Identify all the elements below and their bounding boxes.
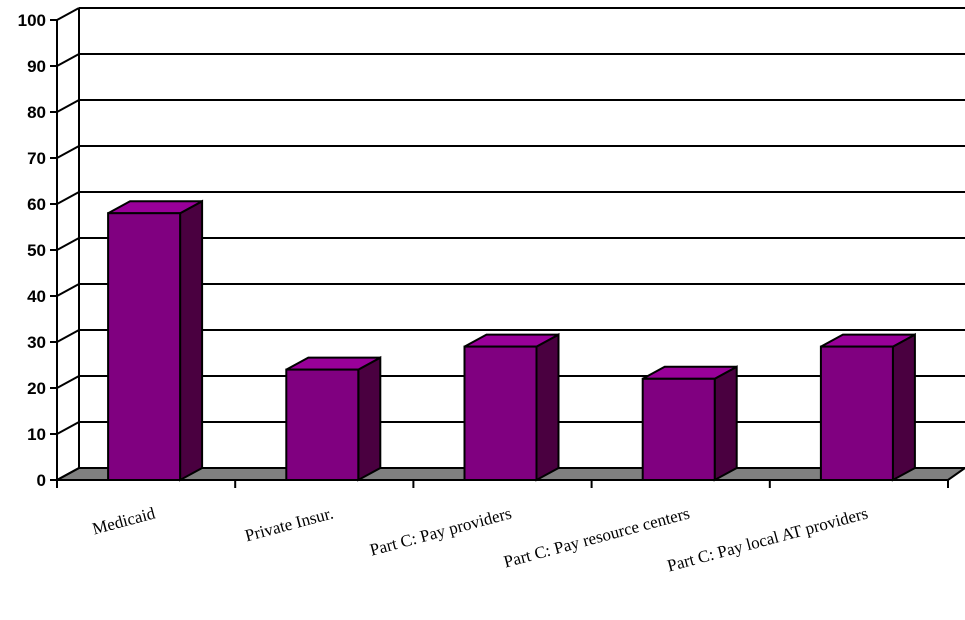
bar	[641, 377, 716, 481]
bar-side	[179, 199, 204, 482]
side-wall-gridline	[56, 7, 80, 21]
bar-side	[891, 332, 916, 482]
side-wall-gridline	[56, 145, 80, 159]
y-tick-label: 70	[27, 149, 46, 168]
side-wall-gridline	[56, 237, 80, 251]
side-wall-gridline	[56, 191, 80, 205]
bar	[107, 212, 182, 481]
y-tick-label: 100	[18, 11, 46, 30]
y-tick-label: 20	[27, 379, 46, 398]
x-tick-label: Part C: Pay providers	[368, 504, 514, 560]
side-wall-gridline	[56, 99, 80, 113]
side-wall-gridline	[56, 53, 80, 67]
side-wall-gridline	[56, 283, 80, 297]
y-tick-label: 50	[27, 241, 46, 260]
side-wall-gridline	[56, 467, 80, 481]
bar	[463, 345, 538, 481]
x-tick-label: Medicaid	[90, 503, 157, 538]
y-tick-label: 90	[27, 57, 46, 76]
x-tick-label: Part C: Pay local AT providers	[665, 504, 870, 576]
side-wall-gridline	[56, 329, 80, 343]
x-tick-label: Private Insur.	[243, 504, 335, 546]
bar-side	[357, 355, 382, 482]
y-tick-label: 40	[27, 287, 46, 306]
y-tick-label: 0	[37, 471, 46, 490]
y-tick-label: 60	[27, 195, 46, 214]
y-tick-label: 10	[27, 425, 46, 444]
x-tick-label: Part C: Pay resource centers	[502, 504, 692, 572]
bar-side	[713, 365, 738, 482]
side-wall-gridline	[56, 421, 80, 435]
bar	[819, 345, 894, 481]
y-tick-label: 30	[27, 333, 46, 352]
bar-side	[535, 332, 560, 482]
bar	[285, 368, 360, 482]
side-wall-gridline	[56, 375, 80, 389]
y-tick-label: 80	[27, 103, 46, 122]
